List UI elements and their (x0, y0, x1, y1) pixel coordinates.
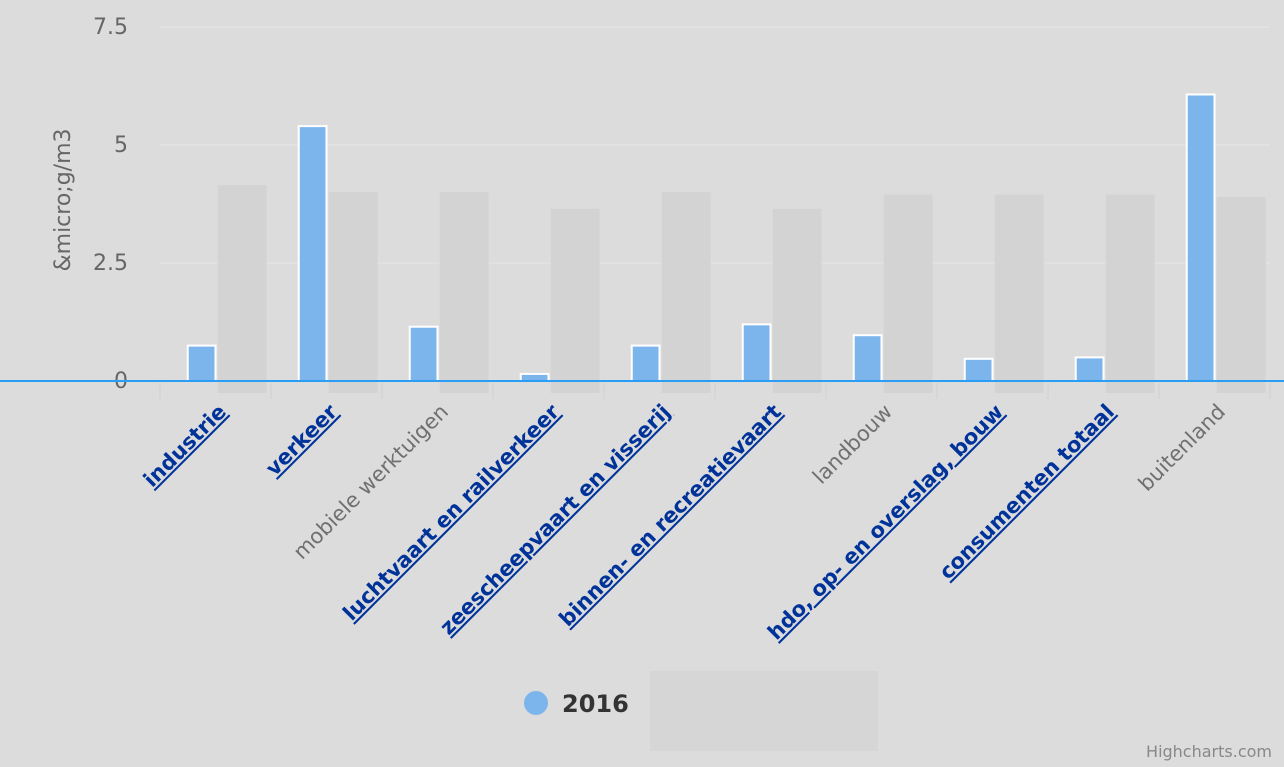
category-label[interactable]: industrie (139, 400, 231, 492)
y-axis-ticks: 02.557.5 (93, 15, 128, 394)
bar-2[interactable] (297, 125, 328, 383)
background-bar (1105, 194, 1155, 393)
category-label: landbouw (808, 400, 897, 489)
legend-item-label[interactable]: 2016 (562, 690, 629, 718)
category-label[interactable]: binnen- en recreatievaart (554, 400, 786, 632)
category-label[interactable]: luchtvaart en railverkeer (338, 399, 564, 625)
legend-marker[interactable] (524, 691, 548, 715)
y-tick-label: 7.5 (93, 15, 128, 40)
y-axis-title: &micro;g/m3 (51, 128, 76, 271)
background-bar (217, 185, 267, 393)
category-label[interactable]: zeescheepvaart en visserij (435, 400, 675, 640)
bar-1[interactable] (186, 344, 217, 383)
background-bar (883, 194, 933, 393)
background-bar (328, 192, 378, 393)
bar-8[interactable] (963, 357, 994, 383)
background-bar (1216, 196, 1266, 393)
y-tick-label: 2.5 (93, 251, 128, 276)
background-bar (439, 192, 489, 393)
y-tick-label: 5 (114, 133, 128, 158)
category-label[interactable]: hdo, op- en overslag, bouw (763, 400, 1008, 645)
background-bar (994, 194, 1044, 393)
background-bars (217, 185, 1266, 393)
category-label[interactable]: verkeer (261, 399, 342, 480)
bar-9[interactable] (1074, 356, 1105, 382)
bar-7[interactable] (852, 334, 883, 383)
bar-5[interactable] (630, 344, 661, 383)
legend[interactable]: 2016 (524, 671, 878, 751)
bar-10[interactable] (1185, 93, 1216, 382)
category-label: buitenland (1134, 400, 1230, 496)
background-bar (550, 208, 600, 393)
credits-link[interactable]: Highcharts.com (1146, 742, 1272, 761)
bar-3[interactable] (408, 325, 439, 382)
background-bar (772, 208, 822, 393)
background-bar (661, 192, 711, 393)
legend-placeholder (650, 671, 878, 751)
series-bars (186, 93, 1216, 383)
bar-6[interactable] (741, 323, 772, 382)
bar-4[interactable] (519, 372, 550, 383)
